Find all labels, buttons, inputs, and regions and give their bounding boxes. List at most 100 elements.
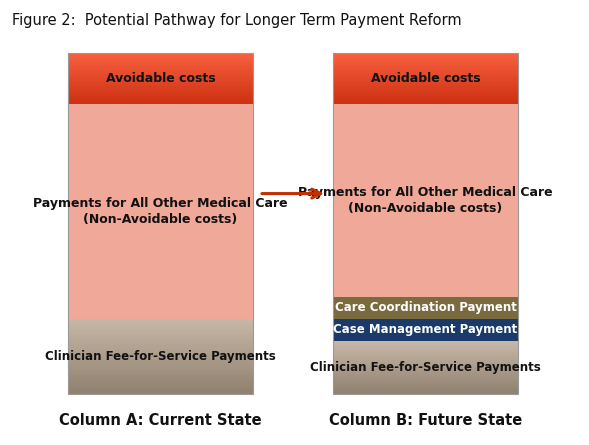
Bar <box>68 102 253 104</box>
Bar <box>333 353 518 354</box>
Bar <box>68 358 253 360</box>
Bar <box>333 68 518 69</box>
Bar <box>333 103 518 105</box>
Bar <box>333 391 518 392</box>
Bar <box>333 388 518 389</box>
Bar <box>333 63 518 65</box>
Bar <box>68 335 253 336</box>
Bar <box>68 105 253 319</box>
Bar <box>333 77 518 78</box>
Bar <box>68 72 253 73</box>
Bar <box>68 85 253 86</box>
Bar <box>333 60 518 61</box>
Bar <box>333 356 518 357</box>
Bar <box>333 349 518 351</box>
Bar <box>68 375 253 376</box>
Bar <box>68 95 253 96</box>
Bar <box>333 363 518 364</box>
Text: Figure 2:  Potential Pathway for Longer Term Payment Reform: Figure 2: Potential Pathway for Longer T… <box>12 13 461 28</box>
Bar <box>333 358 518 360</box>
Bar <box>68 345 253 346</box>
Bar <box>68 364 253 365</box>
Bar <box>68 325 253 327</box>
Bar <box>68 57 253 58</box>
Bar <box>68 66 253 67</box>
Bar <box>68 62 253 64</box>
Bar <box>333 351 518 352</box>
Bar <box>68 98 253 99</box>
Bar <box>333 355 518 356</box>
Bar <box>333 88 518 89</box>
Bar <box>68 88 253 89</box>
Bar <box>333 89 518 91</box>
Bar <box>68 328 253 330</box>
Bar <box>333 101 518 103</box>
Bar <box>333 341 518 343</box>
Bar <box>333 99 518 100</box>
Bar <box>333 61 518 63</box>
Text: Payments for All Other Medical Care
(Non-Avoidable costs): Payments for All Other Medical Care (Non… <box>298 186 553 215</box>
Bar <box>333 72 518 73</box>
Bar <box>68 73 253 74</box>
Bar <box>68 84 253 85</box>
Bar <box>333 53 518 394</box>
Bar <box>333 384 518 386</box>
Text: Column A: Current State: Column A: Current State <box>59 413 262 428</box>
Bar <box>333 81 518 82</box>
Bar <box>333 344 518 345</box>
Bar <box>68 74 253 76</box>
Bar <box>333 73 518 74</box>
Text: Avoidable costs: Avoidable costs <box>370 73 481 85</box>
Bar <box>68 367 253 369</box>
Bar <box>333 369 518 370</box>
Bar <box>333 371 518 372</box>
Bar <box>333 95 518 96</box>
Bar <box>333 56 518 57</box>
Bar <box>68 384 253 385</box>
Bar <box>68 70 253 71</box>
Bar <box>333 105 518 297</box>
Bar <box>68 366 253 368</box>
Bar <box>333 378 518 380</box>
Bar <box>68 326 253 328</box>
Bar <box>68 336 253 338</box>
Bar <box>333 70 518 71</box>
Bar <box>68 352 253 354</box>
Bar <box>68 58 253 59</box>
Bar <box>333 350 518 352</box>
Bar <box>333 342 518 344</box>
Bar <box>333 348 518 349</box>
Bar <box>333 67 518 68</box>
Bar <box>68 371 253 372</box>
Bar <box>333 340 518 342</box>
Text: Payments for All Other Medical Care
(Non-Avoidable costs): Payments for All Other Medical Care (Non… <box>33 197 288 226</box>
Bar <box>333 367 518 368</box>
Bar <box>68 386 253 388</box>
Bar <box>333 73 518 75</box>
Bar <box>68 69 253 70</box>
Bar <box>68 89 253 91</box>
Bar <box>68 387 253 389</box>
Bar <box>333 71 518 72</box>
Bar <box>333 392 518 394</box>
Bar <box>68 99 253 100</box>
Bar <box>333 392 518 393</box>
Bar <box>68 356 253 358</box>
Bar <box>68 361 253 363</box>
Text: Column B: Future State: Column B: Future State <box>329 413 522 428</box>
Bar <box>68 78 253 80</box>
Bar <box>333 93 518 94</box>
Bar <box>68 364 253 366</box>
Bar <box>68 59 253 60</box>
Bar <box>333 53 518 54</box>
Bar <box>333 61 518 62</box>
Bar <box>68 331 253 333</box>
Bar <box>68 91 253 93</box>
Bar <box>333 91 518 93</box>
Bar <box>68 333 253 335</box>
Bar <box>333 55 518 56</box>
Bar <box>333 80 518 81</box>
Bar <box>68 378 253 380</box>
Bar <box>68 346 253 348</box>
Bar <box>333 356 518 358</box>
